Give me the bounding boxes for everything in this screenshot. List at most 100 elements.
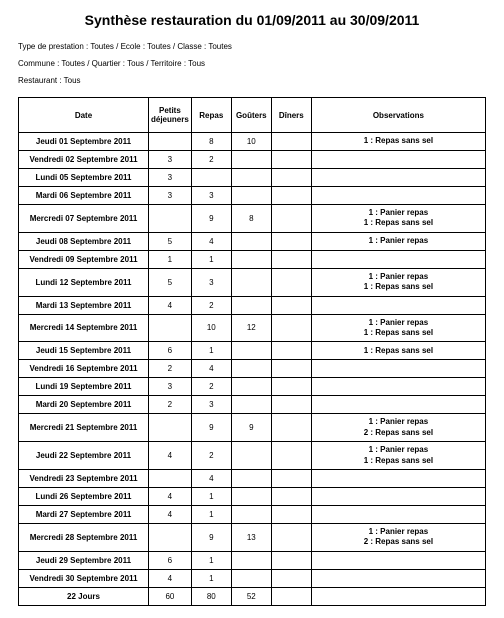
table-row: Lundi 26 Septembre 201141	[19, 487, 486, 505]
filter-line-3: Restaurant : Tous	[18, 76, 486, 85]
cell-value	[231, 469, 271, 487]
cell-value: 4	[191, 469, 231, 487]
cell-date: Lundi 19 Septembre 2011	[19, 378, 149, 396]
table-row: Lundi 05 Septembre 20113	[19, 169, 486, 187]
table-row: Mercredi 28 Septembre 20119131 : Panier …	[19, 523, 486, 551]
cell-observations: 1 : Panier repas1 : Repas sans sel	[311, 268, 485, 296]
cell-date: 22 Jours	[19, 587, 149, 605]
cell-value	[231, 169, 271, 187]
cell-date: Jeudi 01 Septembre 2011	[19, 133, 149, 151]
table-row: Vendredi 16 Septembre 201124	[19, 360, 486, 378]
cell-value: 9	[231, 414, 271, 442]
table-row: Lundi 19 Septembre 201132	[19, 378, 486, 396]
cell-value	[271, 314, 311, 342]
cell-value: 1	[191, 250, 231, 268]
cell-value: 9	[191, 523, 231, 551]
cell-value	[271, 360, 311, 378]
table-row: Mercredi 07 Septembre 2011981 : Panier r…	[19, 205, 486, 233]
cell-value: 9	[191, 205, 231, 233]
cell-date: Vendredi 23 Septembre 2011	[19, 469, 149, 487]
cell-value: 1	[191, 505, 231, 523]
cell-date: Mercredi 14 Septembre 2011	[19, 314, 149, 342]
table-row: Jeudi 15 Septembre 2011611 : Repas sans …	[19, 342, 486, 360]
cell-observations	[311, 296, 485, 314]
cell-value: 5	[149, 232, 192, 250]
cell-value	[271, 296, 311, 314]
cell-value: 2	[149, 360, 192, 378]
col-repas: Repas	[191, 98, 231, 133]
cell-observations	[311, 569, 485, 587]
cell-value: 2	[191, 296, 231, 314]
table-row: Mercredi 21 Septembre 2011991 : Panier r…	[19, 414, 486, 442]
cell-value	[271, 396, 311, 414]
cell-date: Mercredi 07 Septembre 2011	[19, 205, 149, 233]
table-row: Vendredi 09 Septembre 201111	[19, 250, 486, 268]
cell-observations	[311, 505, 485, 523]
cell-value	[271, 268, 311, 296]
cell-value	[149, 314, 192, 342]
cell-value	[231, 378, 271, 396]
cell-observations: 1 : Panier repas2 : Repas sans sel	[311, 414, 485, 442]
cell-value: 1	[191, 569, 231, 587]
col-observations: Observations	[311, 98, 485, 133]
cell-value: 3	[149, 187, 192, 205]
table-row: Jeudi 29 Septembre 201161	[19, 551, 486, 569]
col-gouters: Goûters	[231, 98, 271, 133]
cell-value: 6	[149, 551, 192, 569]
cell-value: 6	[149, 342, 192, 360]
cell-date: Lundi 12 Septembre 2011	[19, 268, 149, 296]
cell-value: 12	[231, 314, 271, 342]
cell-value: 10	[191, 314, 231, 342]
cell-value	[231, 187, 271, 205]
cell-value	[271, 232, 311, 250]
cell-value	[231, 151, 271, 169]
col-petits-dejeuners: Petits déjeuners	[149, 98, 192, 133]
table-row: Jeudi 08 Septembre 2011541 : Panier repa…	[19, 232, 486, 250]
table-row: Vendredi 30 Septembre 201141	[19, 569, 486, 587]
table-row: Mardi 20 Septembre 201123	[19, 396, 486, 414]
cell-value	[271, 487, 311, 505]
col-date: Date	[19, 98, 149, 133]
cell-value	[271, 378, 311, 396]
cell-value	[271, 523, 311, 551]
cell-observations	[311, 151, 485, 169]
cell-value	[231, 396, 271, 414]
cell-value: 3	[191, 268, 231, 296]
cell-value	[271, 414, 311, 442]
cell-value: 4	[149, 569, 192, 587]
table-row: 22 Jours608052	[19, 587, 486, 605]
cell-value: 3	[191, 396, 231, 414]
cell-value: 1	[191, 551, 231, 569]
cell-value: 1	[191, 342, 231, 360]
cell-value: 5	[149, 268, 192, 296]
table-row: Mardi 06 Septembre 201133	[19, 187, 486, 205]
cell-value: 3	[149, 169, 192, 187]
cell-date: Vendredi 30 Septembre 2011	[19, 569, 149, 587]
cell-observations	[311, 587, 485, 605]
table-header-row: Date Petits déjeuners Repas Goûters Dîne…	[19, 98, 486, 133]
cell-value	[231, 505, 271, 523]
table-row: Lundi 12 Septembre 201153 1 : Panier repa…	[19, 268, 486, 296]
cell-value	[231, 342, 271, 360]
cell-observations	[311, 396, 485, 414]
cell-value: 13	[231, 523, 271, 551]
cell-observations	[311, 250, 485, 268]
cell-observations	[311, 469, 485, 487]
table-row: Jeudi 01 Septembre 20118101 : Repas sans…	[19, 133, 486, 151]
cell-observations	[311, 551, 485, 569]
cell-observations	[311, 169, 485, 187]
cell-value	[231, 442, 271, 470]
cell-observations	[311, 360, 485, 378]
cell-value: 4	[191, 232, 231, 250]
cell-value	[271, 187, 311, 205]
cell-value	[149, 133, 192, 151]
cell-date: Jeudi 08 Septembre 2011	[19, 232, 149, 250]
cell-value: 10	[231, 133, 271, 151]
cell-value: 4	[149, 296, 192, 314]
cell-value	[149, 414, 192, 442]
table-row: Mardi 13 Septembre 201142	[19, 296, 486, 314]
cell-observations: 1 : Panier repas1 : Repas sans sel	[311, 314, 485, 342]
cell-date: Mardi 27 Septembre 2011	[19, 505, 149, 523]
cell-value	[271, 133, 311, 151]
cell-observations: 1 : Panier repas1 : Repas sans sel	[311, 442, 485, 470]
